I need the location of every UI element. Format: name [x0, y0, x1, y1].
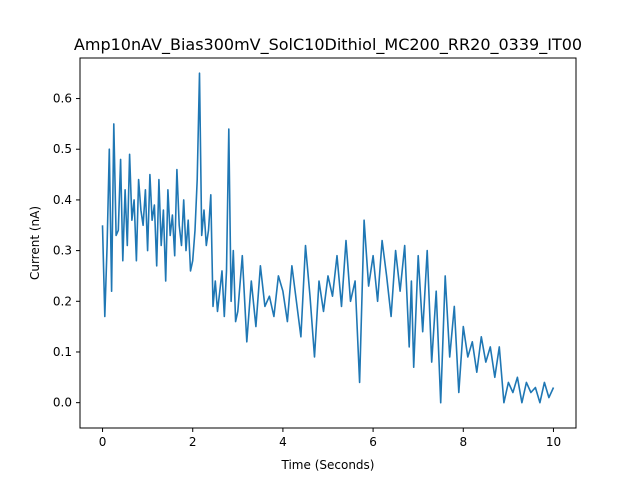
y-tick-label: 0.1 — [53, 345, 72, 359]
x-tick-label: 2 — [189, 435, 197, 449]
x-tick-label: 10 — [546, 435, 561, 449]
y-tick-label: 0.5 — [53, 142, 72, 156]
y-tick-label: 0.3 — [53, 244, 72, 258]
chart-title: Amp10nAV_Bias300mV_SolC10Dithiol_MC200_R… — [74, 35, 582, 55]
x-tick-label: 6 — [369, 435, 377, 449]
plot-frame — [79, 57, 577, 429]
plot-layer — [101, 72, 555, 404]
y-tick-label: 0.0 — [53, 396, 72, 410]
y-tick-label: 0.6 — [53, 92, 72, 106]
x-axis-label: Time (Seconds) — [281, 458, 375, 472]
x-tick-label: 4 — [279, 435, 287, 449]
x-tick-label: 8 — [459, 435, 467, 449]
y-axis-label: Current (nA) — [28, 206, 42, 280]
y-tick-label: 0.2 — [53, 294, 72, 308]
y-tick-label: 0.4 — [53, 193, 72, 207]
x-axis-ticks: 0 2 4 6 8 10 — [99, 428, 561, 449]
x-tick-label: 0 — [99, 435, 107, 449]
y-axis-ticks: 0.0 0.1 0.2 0.3 0.4 0.5 0.6 — [53, 92, 80, 410]
series-line-0 — [101, 72, 555, 404]
